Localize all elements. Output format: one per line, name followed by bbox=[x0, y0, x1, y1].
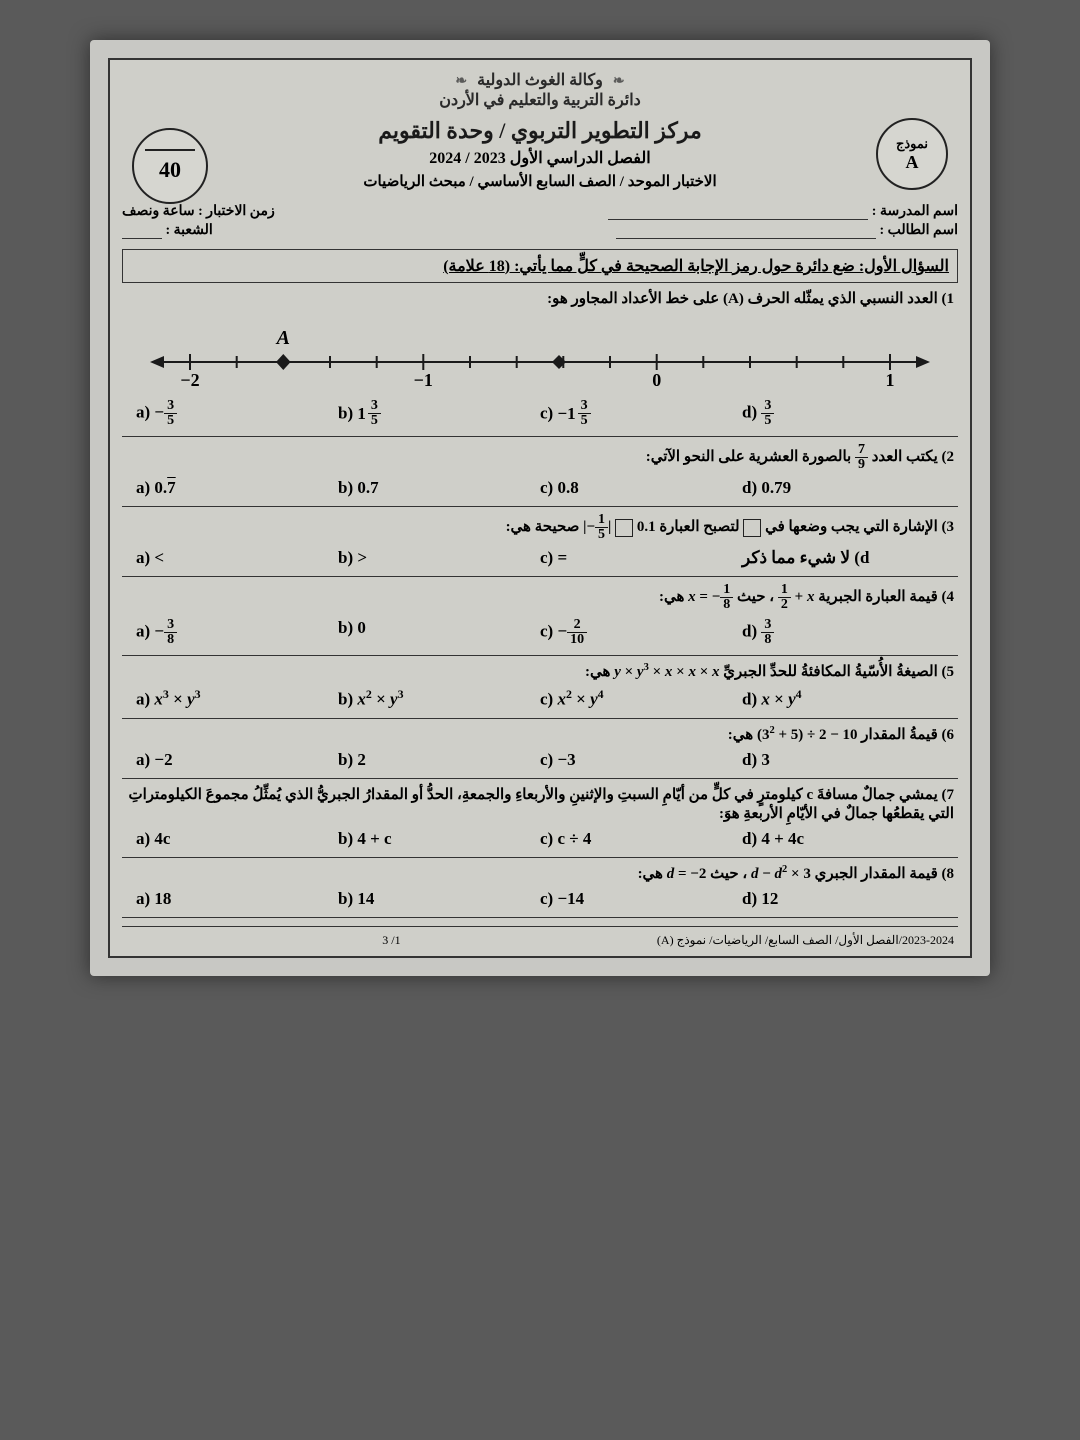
q5-opt-d[interactable]: d) x × y4 bbox=[742, 687, 944, 710]
q4-opt-b[interactable]: b) 0 bbox=[338, 618, 540, 647]
q3-opt-d[interactable]: d) لا شيء مما ذكر bbox=[742, 548, 944, 568]
q2-opt-b[interactable]: b) 0.7 bbox=[338, 478, 540, 498]
student-label: اسم الطالب : bbox=[879, 223, 958, 238]
semester: الفصل الدراسي الأول 2023 / 2024 bbox=[122, 148, 958, 168]
svg-text:1: 1 bbox=[886, 370, 895, 388]
q5-opt-a[interactable]: a) x3 × y3 bbox=[136, 687, 338, 710]
question-2: 2) يكتب العدد 79 بالصورة العشرية على الن… bbox=[122, 437, 958, 507]
agency-line: ❧ وكالة الغوث الدولية ❧ bbox=[122, 70, 958, 90]
school-blank[interactable] bbox=[608, 206, 868, 220]
q6-opt-c[interactable]: c) −3 bbox=[540, 750, 742, 770]
header: ❧ وكالة الغوث الدولية ❧ دائرة التربية وا… bbox=[122, 70, 958, 201]
q4-opt-d[interactable]: d) 38 bbox=[742, 618, 944, 647]
student-blank[interactable] bbox=[616, 225, 876, 239]
q3-pre: 3) الإشارة التي يجب وضعها في bbox=[761, 519, 954, 535]
q2-opt-d[interactable]: d) 0.79 bbox=[742, 478, 944, 498]
q5-opt-b[interactable]: b) x2 × y3 bbox=[338, 687, 540, 710]
model-letter: A bbox=[906, 152, 919, 173]
q7-opt-a[interactable]: a) 4c bbox=[136, 829, 338, 849]
q2-opt-a[interactable]: a) 0.7 bbox=[136, 478, 338, 498]
section-label: الشعبة : bbox=[166, 223, 213, 238]
model-label: نموذج bbox=[896, 136, 928, 152]
q7-options: d) 4 + 4c c) c ÷ 4 b) 4 + c a) 4c bbox=[126, 829, 954, 849]
q8-opt-a[interactable]: a) 18 bbox=[136, 889, 338, 909]
score-value: 40 bbox=[159, 157, 181, 183]
q6-opt-a[interactable]: a) −2 bbox=[136, 750, 338, 770]
q7-text: 7) يمشي جمالٌ مسافةَ c كيلومترٍ في كلٍّ … bbox=[126, 785, 954, 823]
q1-opt-a[interactable]: a) −35 bbox=[136, 399, 338, 428]
q8-opt-d[interactable]: d) 12 bbox=[742, 889, 944, 909]
blank-box-icon bbox=[743, 519, 761, 537]
info-student-row: اسم الطالب : الشعبة : bbox=[122, 222, 958, 239]
info-school-row: اسم المدرسة : زمن الاختبار : ساعة ونصف bbox=[122, 203, 958, 220]
question-5: 5) الصيغةُ الأُسّيةُ المكافئةُ للحدِّ ال… bbox=[122, 656, 958, 719]
number-line: −2 −1 0 1 A bbox=[126, 314, 954, 399]
q6-options: d) 3 c) −3 b) 2 a) −2 bbox=[126, 750, 954, 770]
footer-page-number: 3 /1 bbox=[382, 933, 400, 948]
q1-options: d) 35 c) −135 b) 135 a) −35 bbox=[126, 399, 954, 428]
q4-text: 4) قيمة العبارة الجبرية 12 + x ، حيث x =… bbox=[126, 583, 954, 612]
footer: 2023-2024/الفصل الأول/ الصف السابع/ الري… bbox=[122, 926, 958, 948]
q1-opt-c[interactable]: c) −135 bbox=[540, 399, 742, 428]
q4-opt-a[interactable]: a) −38 bbox=[136, 618, 338, 647]
svg-text:−1: −1 bbox=[414, 370, 433, 388]
blank-box-icon-2 bbox=[615, 519, 633, 537]
question-4: 4) قيمة العبارة الجبرية 12 + x ، حيث x =… bbox=[122, 577, 958, 656]
page: ❧ وكالة الغوث الدولية ❧ دائرة التربية وا… bbox=[90, 40, 990, 976]
q3-mid: لتصبح العبارة 0.1 bbox=[633, 519, 740, 535]
q1-opt-b[interactable]: b) 135 bbox=[338, 399, 540, 428]
center-title: مركز التطوير التربوي / وحدة التقويم bbox=[122, 118, 958, 144]
laurel-left-icon: ❧ bbox=[613, 73, 625, 90]
svg-text:−2: −2 bbox=[180, 370, 199, 388]
q5-text: 5) الصيغةُ الأُسّيةُ المكافئةُ للحدِّ ال… bbox=[126, 662, 954, 681]
score-divider bbox=[145, 149, 195, 151]
q7-opt-d[interactable]: d) 4 + 4c bbox=[742, 829, 944, 849]
svg-text:A: A bbox=[275, 327, 290, 349]
q3-opt-c[interactable]: c) = bbox=[540, 548, 742, 568]
q8-opt-c[interactable]: c) −14 bbox=[540, 889, 742, 909]
school-label: اسم المدرسة : bbox=[872, 204, 958, 219]
q3-text: 3) الإشارة التي يجب وضعها في لتصبح العبا… bbox=[126, 513, 954, 542]
q6-opt-b[interactable]: b) 2 bbox=[338, 750, 540, 770]
q7-opt-b[interactable]: b) 4 + c bbox=[338, 829, 540, 849]
question-1: 1) العدد النسبي الذي يمثّله الحرف (A) عل… bbox=[122, 283, 958, 437]
q2-options: d) 0.79 c) 0.8 b) 0.7 a) 0.7 bbox=[126, 478, 954, 498]
question-3: 3) الإشارة التي يجب وضعها في لتصبح العبا… bbox=[122, 507, 958, 577]
q1-opt-d[interactable]: d) 35 bbox=[742, 399, 944, 428]
q3-opt-b[interactable]: b) > bbox=[338, 548, 540, 568]
q4-options: d) 38 c) −210 b) 0 a) −38 bbox=[126, 618, 954, 647]
q5-options: d) x × y4 c) x2 × y4 b) x2 × y3 a) x3 × … bbox=[126, 687, 954, 710]
model-badge: نموذج A bbox=[876, 118, 948, 190]
question-8: 8) قيمة المقدار الجبري d − d2 × 3 ، حيث … bbox=[122, 858, 958, 918]
laurel-right-icon: ❧ bbox=[455, 73, 467, 90]
q1-text: 1) العدد النسبي الذي يمثّله الحرف (A) عل… bbox=[126, 289, 954, 308]
exam-description: الاختبار الموحد / الصف السابع الأساسي / … bbox=[122, 172, 958, 191]
q5-opt-c[interactable]: c) x2 × y4 bbox=[540, 687, 742, 710]
q2-opt-c[interactable]: c) 0.8 bbox=[540, 478, 742, 498]
q3-options: d) لا شيء مما ذكر c) = b) > a) < bbox=[126, 548, 954, 568]
footer-left: 2023-2024/الفصل الأول/ الصف السابع/ الري… bbox=[657, 933, 954, 948]
q8-opt-b[interactable]: b) 14 bbox=[338, 889, 540, 909]
question-one-header: السؤال الأول: ضع دائرة حول رمز الإجابة ا… bbox=[122, 249, 958, 283]
q6-text: 6) قيمةُ المقدار (32 + 5) ÷ 2 − 10 هي: bbox=[126, 725, 954, 744]
q2-text: 2) يكتب العدد 79 بالصورة العشرية على الن… bbox=[126, 443, 954, 472]
q3-post: صحيحة هي: bbox=[506, 519, 580, 535]
exam-time: زمن الاختبار : ساعة ونصف bbox=[122, 203, 302, 220]
svg-text:0: 0 bbox=[652, 370, 661, 388]
question-6: 6) قيمةُ المقدار (32 + 5) ÷ 2 − 10 هي: d… bbox=[122, 719, 958, 779]
q8-options: d) 12 c) −14 b) 14 a) 18 bbox=[126, 889, 954, 909]
agency-name: وكالة الغوث الدولية bbox=[477, 72, 603, 89]
q4-opt-c[interactable]: c) −210 bbox=[540, 618, 742, 647]
number-line-svg: −2 −1 0 1 A bbox=[126, 324, 954, 388]
q1-header-text: السؤال الأول: ضع دائرة حول رمز الإجابة ا… bbox=[443, 258, 949, 275]
q6-opt-d[interactable]: d) 3 bbox=[742, 750, 944, 770]
q8-text: 8) قيمة المقدار الجبري d − d2 × 3 ، حيث … bbox=[126, 864, 954, 883]
score-badge: 40 bbox=[132, 128, 208, 204]
section-blank[interactable] bbox=[122, 225, 162, 239]
q7-opt-c[interactable]: c) c ÷ 4 bbox=[540, 829, 742, 849]
exam-frame: ❧ وكالة الغوث الدولية ❧ دائرة التربية وا… bbox=[108, 58, 972, 958]
department-name: دائرة التربية والتعليم في الأردن bbox=[122, 90, 958, 110]
question-7: 7) يمشي جمالٌ مسافةَ c كيلومترٍ في كلٍّ … bbox=[122, 779, 958, 858]
q3-opt-a[interactable]: a) < bbox=[136, 548, 338, 568]
